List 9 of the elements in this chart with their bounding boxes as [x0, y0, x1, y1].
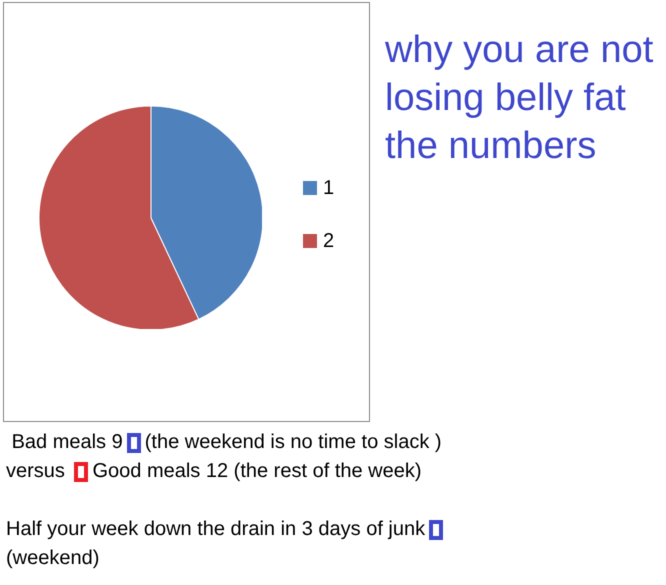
text: Half your week down the drain in 3 days of junk [6, 517, 426, 542]
legend-label: 1 [323, 176, 334, 200]
text: why you are not losing belly fat the numbers [385, 28, 654, 169]
text: Bad meals 9 [12, 431, 123, 453]
text: (weekend) [6, 546, 100, 571]
text: (the weekend is no time to slack ) [144, 431, 442, 453]
text: Good meals 12 (the rest of the week) [92, 460, 422, 482]
legend-label: 2 [323, 230, 334, 252]
text: versus [6, 460, 65, 482]
